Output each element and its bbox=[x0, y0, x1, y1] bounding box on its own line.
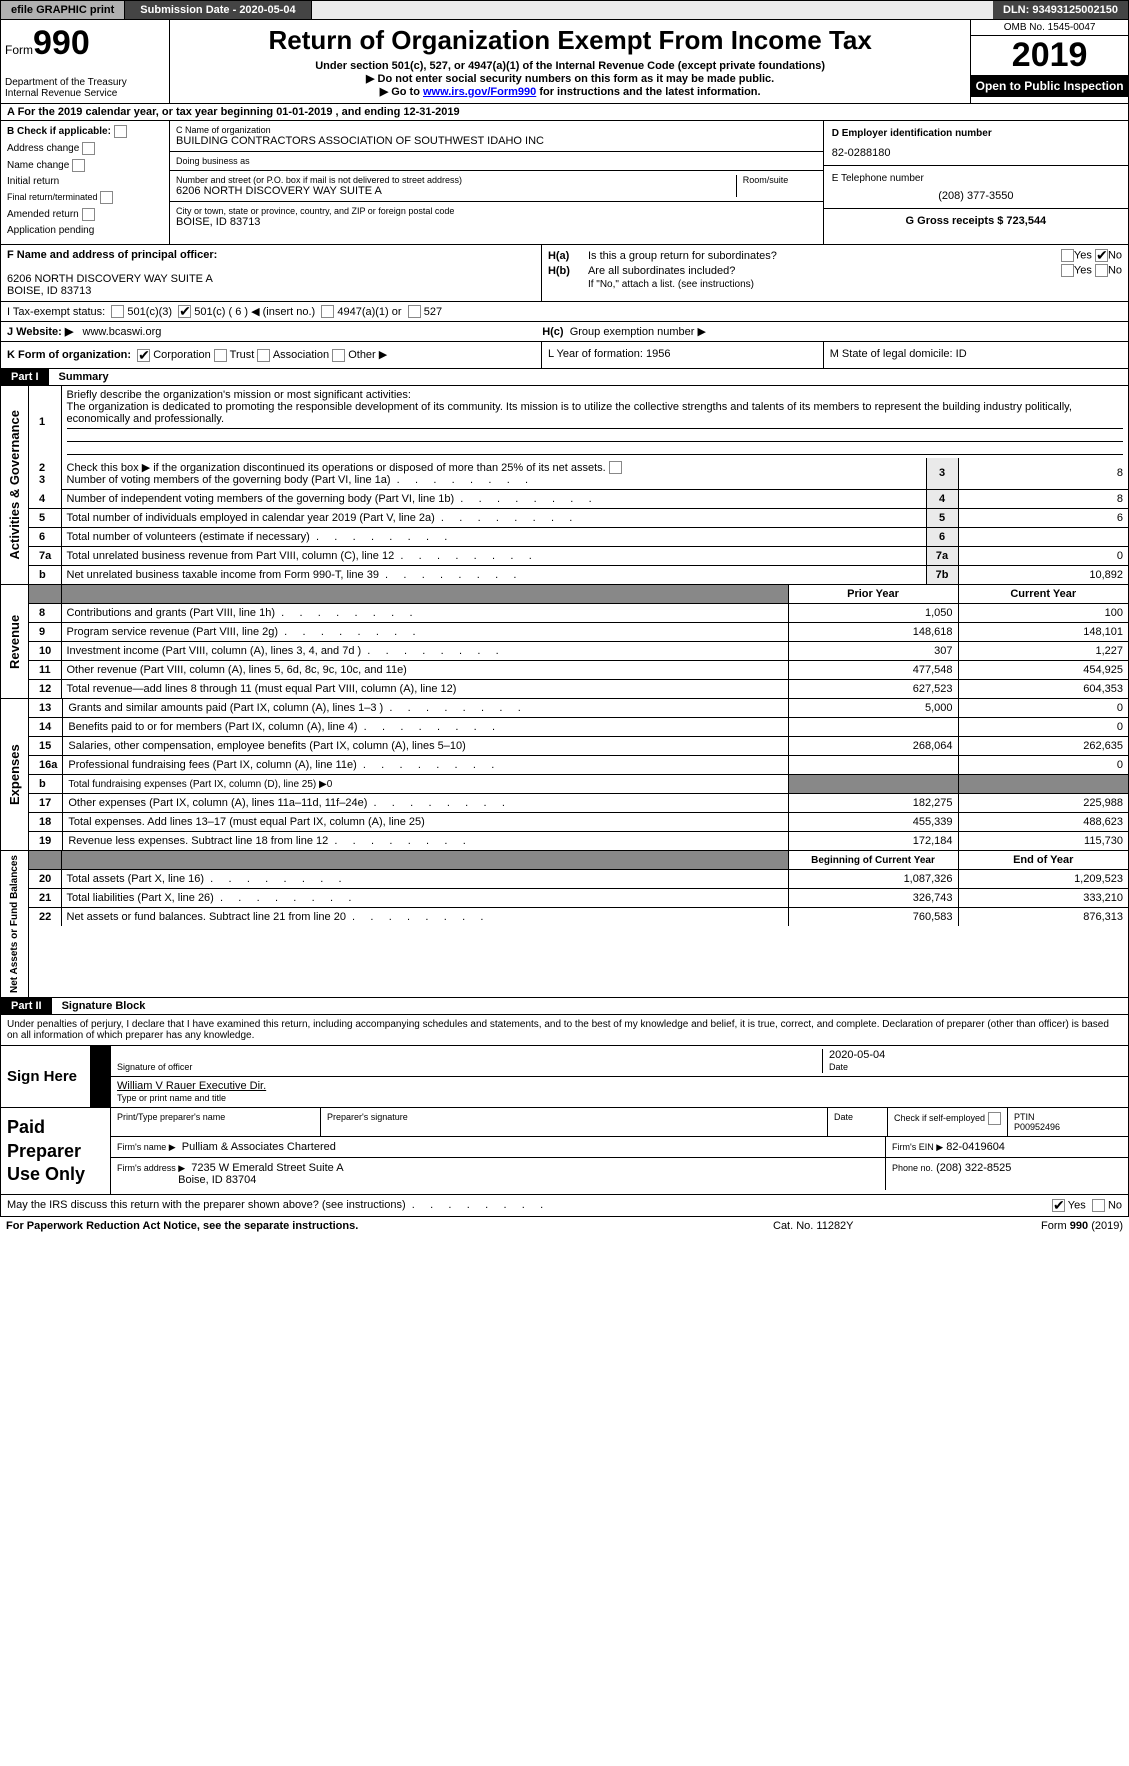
submission-date: Submission Date - 2020-05-04 bbox=[125, 1, 311, 19]
row-j: J Website: ▶ www.bcaswi.org H(c) Group e… bbox=[0, 322, 1129, 342]
col-f: F Name and address of principal officer:… bbox=[1, 245, 542, 301]
topbar: efile GRAPHIC print Submission Date - 20… bbox=[0, 0, 1129, 20]
e-phone: E Telephone number(208) 377-3550 bbox=[824, 166, 1128, 209]
open-label: Open to Public Inspection bbox=[971, 75, 1128, 97]
col-h: H(a)Is this a group return for subordina… bbox=[542, 245, 1128, 301]
row-k: K Form of organization: Corporation Trus… bbox=[0, 342, 1129, 369]
arrow-icon bbox=[91, 1046, 111, 1107]
side-net: Net Assets or Fund Balances bbox=[1, 851, 29, 997]
expenses: Expenses 13Grants and similar amounts pa… bbox=[0, 699, 1129, 851]
b-item: Initial return bbox=[7, 176, 163, 187]
form-number: Form990 bbox=[5, 24, 165, 63]
b-item: Amended return bbox=[7, 208, 163, 221]
signature-block: Under penalties of perjury, I declare th… bbox=[0, 1015, 1129, 1195]
tax-year: 2019 bbox=[971, 36, 1128, 75]
subtitle1: Under section 501(c), 527, or 4947(a)(1)… bbox=[175, 60, 965, 72]
b-head: B Check if applicable: bbox=[7, 125, 163, 138]
omb: OMB No. 1545-0047 bbox=[971, 20, 1128, 36]
c-addr: Number and street (or P.O. box if mail i… bbox=[170, 171, 823, 202]
row-fh: F Name and address of principal officer:… bbox=[0, 245, 1129, 302]
irs-link[interactable]: www.irs.gov/Form990 bbox=[423, 86, 536, 98]
paid-preparer-row: Paid Preparer Use Only Print/Type prepar… bbox=[1, 1107, 1128, 1194]
net-assets: Net Assets or Fund Balances Beginning of… bbox=[0, 851, 1129, 998]
row-a: A For the 2019 calendar year, or tax yea… bbox=[0, 104, 1129, 121]
block-bcde: B Check if applicable: Address change Na… bbox=[0, 121, 1129, 245]
b-item: Final return/terminated bbox=[7, 191, 163, 204]
c-city: City or town, state or province, country… bbox=[170, 202, 823, 232]
b-item: Name change bbox=[7, 159, 163, 172]
c-dba: Doing business as bbox=[170, 152, 823, 171]
side-rev: Revenue bbox=[1, 585, 29, 698]
part2-header: Part IISignature Block bbox=[0, 998, 1129, 1015]
efile-label: efile GRAPHIC print bbox=[1, 1, 125, 19]
g-receipts: G Gross receipts $ 723,544 bbox=[824, 209, 1128, 244]
subtitle2: ▶ Do not enter social security numbers o… bbox=[175, 72, 965, 85]
col-c: C Name of organizationBUILDING CONTRACTO… bbox=[170, 121, 824, 244]
dept: Department of the TreasuryInternal Reven… bbox=[5, 77, 165, 99]
col-b: B Check if applicable: Address change Na… bbox=[1, 121, 170, 244]
row-i: I Tax-exempt status: 501(c)(3) 501(c) ( … bbox=[0, 302, 1129, 322]
d-ein: D Employer identification number82-02881… bbox=[824, 121, 1128, 166]
sign-here-row: Sign Here Signature of officer2020-05-04… bbox=[1, 1045, 1128, 1107]
discuss-row: May the IRS discuss this return with the… bbox=[0, 1195, 1129, 1217]
side-exp: Expenses bbox=[1, 699, 29, 850]
declaration: Under penalties of perjury, I declare th… bbox=[1, 1015, 1128, 1045]
subtitle3: ▶ Go to www.irs.gov/Form990 for instruct… bbox=[175, 85, 965, 98]
part1-header: Part ISummary bbox=[0, 369, 1129, 386]
footer: For Paperwork Reduction Act Notice, see … bbox=[0, 1217, 1129, 1235]
revenue: Revenue Prior YearCurrent Year 8Contribu… bbox=[0, 585, 1129, 699]
b-item: Application pending bbox=[7, 225, 163, 236]
activities-governance: Activities & Governance 1Briefly describ… bbox=[0, 386, 1129, 586]
col-de: D Employer identification number82-02881… bbox=[824, 121, 1128, 244]
dln: DLN: 93493125002150 bbox=[993, 1, 1128, 19]
c-name: C Name of organizationBUILDING CONTRACTO… bbox=[170, 121, 823, 152]
header: Form990 Department of the TreasuryIntern… bbox=[0, 20, 1129, 104]
form-title: Return of Organization Exempt From Incom… bbox=[175, 25, 965, 56]
side-ag: Activities & Governance bbox=[1, 386, 29, 585]
b-item: Address change bbox=[7, 142, 163, 155]
